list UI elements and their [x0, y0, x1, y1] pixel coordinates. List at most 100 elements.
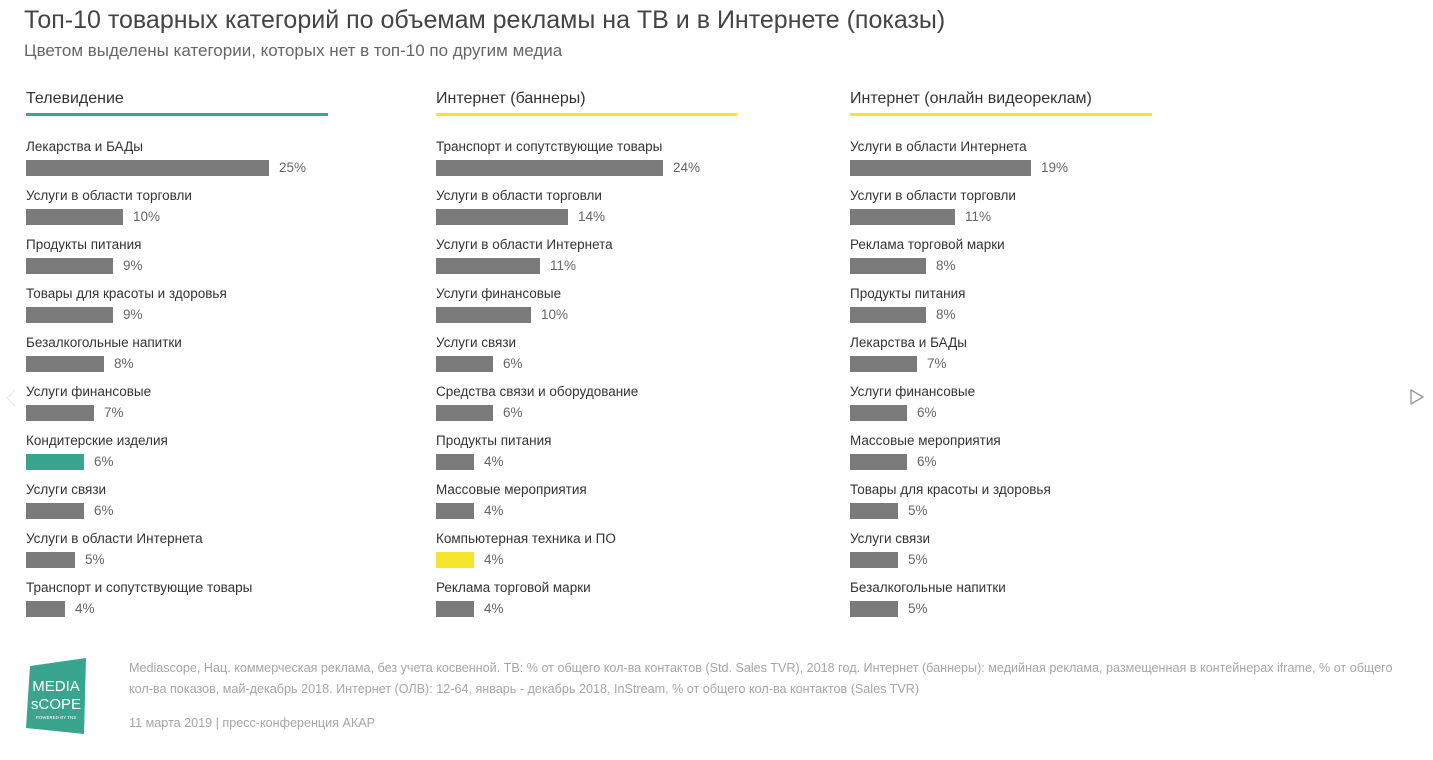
bar-value-label: 11% — [550, 258, 577, 273]
bar-category-label: Товары для красоты и здоровья — [850, 482, 1051, 497]
bar — [26, 307, 113, 323]
bar — [26, 454, 84, 470]
bar-row: Лекарства и БАДы 25% — [26, 139, 446, 187]
bar-row: Компьютерная техника и ПО 4% — [436, 531, 856, 579]
bar — [26, 209, 123, 225]
bar-value-label: 5% — [85, 552, 105, 567]
bar — [850, 209, 955, 225]
bar-row: Массовые мероприятия 4% — [436, 482, 856, 530]
bar-value-label: 7% — [104, 405, 124, 420]
bar-row: Услуги в области Интернета 19% — [850, 139, 1270, 187]
bar-row: Услуги в области Интернета 11% — [436, 237, 856, 285]
bar-category-label: Продукты питания — [850, 286, 966, 301]
bar-category-label: Услуги связи — [26, 482, 107, 497]
bar-value-label: 6% — [94, 503, 114, 518]
bar-value-label: 5% — [908, 503, 928, 518]
bar-row: Средства связи и оборудование 6% — [436, 384, 856, 432]
bar-row: Массовые мероприятия 6% — [850, 433, 1270, 481]
bar-category-label: Реклама торговой марки — [850, 237, 1005, 252]
bar — [436, 405, 493, 421]
bar — [850, 503, 898, 519]
bar-value-label: 6% — [94, 454, 114, 469]
bar — [436, 209, 568, 225]
panel-underline-online-video — [850, 113, 1152, 116]
bar-category-label: Кондитерские изделия — [26, 433, 168, 448]
bar-value-label: 10% — [133, 209, 161, 224]
bar-row: Услуги в области торговли 11% — [850, 188, 1270, 236]
bar-row: Услуги финансовые 7% — [26, 384, 446, 432]
bar-category-label: Транспорт и сопутствующие товары — [436, 139, 663, 154]
bar-row: Продукты питания 8% — [850, 286, 1270, 334]
bar-value-label: 4% — [484, 552, 504, 567]
logo-text-line-1: MEDIA — [32, 678, 80, 695]
bar-category-label: Продукты питания — [436, 433, 552, 448]
bar-value-label: 8% — [114, 356, 134, 371]
bar-value-label: 8% — [936, 258, 956, 273]
bar-value-label: 8% — [936, 307, 956, 322]
bar-category-label: Услуги в области торговли — [850, 188, 1016, 203]
bar-category-label: Продукты питания — [26, 237, 142, 252]
bar-row: Услуги связи 5% — [850, 531, 1270, 579]
bar-category-label: Услуги в области Интернета — [850, 139, 1027, 154]
bar-row: Транспорт и сопутствующие товары 24% — [436, 139, 856, 187]
play-right-icon[interactable] — [1409, 388, 1425, 406]
footer-date: 11 марта 2019 | пресс-конференция АКАР — [129, 716, 376, 730]
bar — [26, 356, 104, 372]
bar-value-label: 5% — [908, 552, 928, 567]
bar-value-label: 9% — [123, 307, 143, 322]
bar-value-label: 4% — [484, 503, 504, 518]
bar — [26, 160, 269, 176]
chevron-left-icon[interactable] — [4, 388, 18, 408]
bar — [26, 503, 84, 519]
bar-category-label: Услуги в области Интернета — [26, 531, 203, 546]
bar-value-label: 4% — [484, 601, 504, 616]
bar-category-label: Услуги в области Интернета — [436, 237, 613, 252]
bar-row: Кондитерские изделия 6% — [26, 433, 446, 481]
bar-category-label: Услуги в области торговли — [436, 188, 602, 203]
bar-category-label: Массовые мероприятия — [850, 433, 1001, 448]
bar-category-label: Товары для красоты и здоровья — [26, 286, 227, 301]
bar-category-label: Услуги связи — [850, 531, 931, 546]
bar — [850, 601, 898, 617]
bar — [850, 160, 1031, 176]
bar — [26, 601, 65, 617]
source-note: Mediascope, Нац. коммерческая реклама, б… — [129, 661, 1393, 696]
bar-value-label: 24% — [673, 160, 701, 175]
bar-row: Реклама торговой марки 8% — [850, 237, 1270, 285]
bar-row: Услуги в области торговли 14% — [436, 188, 856, 236]
bar-category-label: Массовые мероприятия — [436, 482, 587, 497]
bar-row: Услуги в области Интернета 5% — [26, 531, 446, 579]
page-title: Топ-10 товарных категорий по объемам рек… — [24, 6, 946, 34]
bar-category-label: Услуги в области торговли — [26, 188, 192, 203]
bar — [436, 601, 474, 617]
bar-category-label: Реклама торговой марки — [436, 580, 591, 595]
bar-value-label: 10% — [541, 307, 569, 322]
bar-category-label: Средства связи и оборудование — [436, 384, 639, 399]
bar-row: Услуги финансовые 10% — [436, 286, 856, 334]
bar-value-label: 9% — [123, 258, 143, 273]
panel-underline-banners — [436, 113, 737, 116]
bar-value-label: 6% — [917, 454, 937, 469]
mediascope-logo: MEDIA sCOPE POWERED BY TNS — [26, 658, 86, 734]
bar-value-label: 7% — [927, 356, 947, 371]
bar-value-label: 6% — [503, 356, 523, 371]
bar-row: Безалкогольные напитки 5% — [850, 580, 1270, 628]
bar-category-label: Услуги финансовые — [436, 286, 562, 301]
bar-value-label: 25% — [279, 160, 307, 175]
bar-row: Услуги в области торговли 10% — [26, 188, 446, 236]
bar — [436, 160, 663, 176]
bar-category-label: Услуги финансовые — [850, 384, 976, 399]
bar-value-label: 11% — [965, 209, 992, 224]
logo-badge — [26, 658, 86, 734]
bar — [850, 405, 907, 421]
bar-category-label: Лекарства и БАДы — [26, 139, 143, 154]
bar-row: Товары для красоты и здоровья 5% — [850, 482, 1270, 530]
panel-underline-tv — [26, 113, 328, 116]
bar-category-label: Безалкогольные напитки — [850, 580, 1006, 595]
logo-tagline: POWERED BY TNS — [36, 715, 77, 720]
bar — [850, 258, 926, 274]
bar — [26, 258, 113, 274]
panel-title-tv: Телевидение — [26, 90, 124, 107]
bar-row: Продукты питания 4% — [436, 433, 856, 481]
bar-row: Услуги связи 6% — [26, 482, 446, 530]
